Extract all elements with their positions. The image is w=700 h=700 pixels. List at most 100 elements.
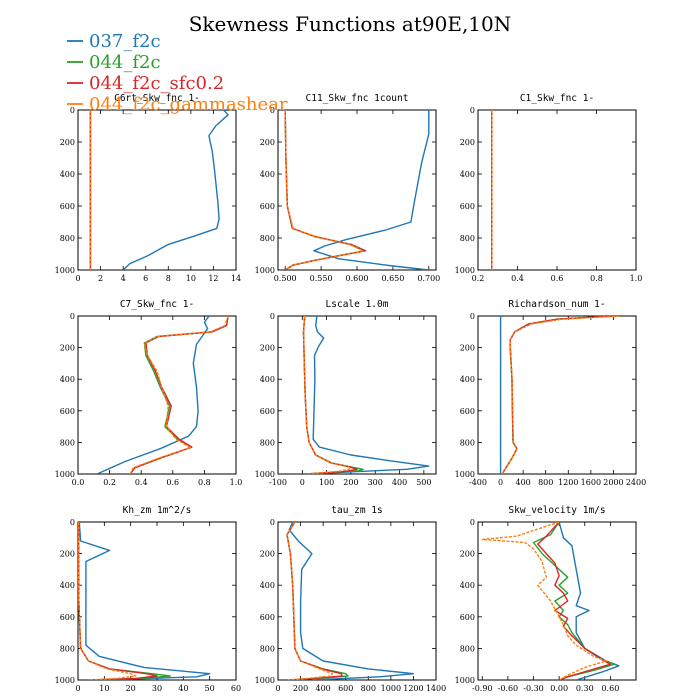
series-line-044_f2c_sfc0.2 [501,316,614,474]
series-line-037_f2c [122,110,229,270]
y-tick-label: 600 [460,613,475,622]
x-tick-label: 10 [99,684,109,693]
x-tick-label: 0 [275,684,280,693]
x-tick-label: 0 [75,274,80,283]
x-tick-label: 200 [293,684,308,693]
x-tick-label: 0.6 [166,478,179,487]
y-tick-label: 400 [260,375,275,384]
plot-frame [277,521,437,681]
y-tick-label: 200 [60,550,75,559]
panel-6: Richardson_num 1- 0 200 400 600 800 1000-400 0 4… [455,299,647,487]
y-tick-label: 600 [260,202,275,211]
y-tick-label: 800 [460,644,475,653]
legend-item: 037_f2c [67,31,161,52]
y-tick-label: 800 [60,438,75,447]
y-tick-label: 600 [460,407,475,416]
x-tick-label: 0.2 [103,478,116,487]
legend-item: 044_f2c_sfc0.2 [67,73,224,94]
series-line-044_f2c [286,522,349,680]
x-tick-label: 800 [361,684,376,693]
x-tick-label: 100 [319,478,334,487]
series-line-044_f2c_gammashear [286,522,333,680]
x-tick-label: 10 [186,274,196,283]
x-tick-label: 1600 [581,478,601,487]
legend-label: 037_f2c [89,31,161,52]
y-tick-label: 1000 [455,676,475,685]
series-line-044_f2c_gammashear [302,316,352,474]
x-tick-label: -0.90 [472,684,493,693]
y-tick-label: 0 [70,312,75,321]
y-tick-label: 600 [260,407,275,416]
y-tick-label: 400 [460,581,475,590]
plot-frame [477,315,637,475]
y-tick-label: 800 [60,644,75,653]
panel-title: Kh_zm 1m^2/s [123,505,192,516]
panel-9: Skw_velocity 1m/s02004006008001000-0.90-… [455,505,637,693]
y-tick-label: 200 [260,550,275,559]
x-tick-label: 0.700 [417,274,440,283]
x-tick-label: 0.650 [381,274,404,283]
x-tick-label: 0.30 [576,684,594,693]
x-tick-label: 0 [300,478,305,487]
y-tick-label: 0 [470,106,475,115]
y-tick-label: 800 [260,438,275,447]
y-tick-label: 1000 [455,266,475,275]
y-tick-label: 1000 [55,676,75,685]
x-tick-label: 0 [498,478,503,487]
y-tick-label: 0 [270,518,275,527]
y-tick-label: 200 [460,138,475,147]
y-tick-label: 800 [460,234,475,243]
series-line-044_f2c [501,316,614,474]
series-line-044_f2c_gammashear [129,316,229,474]
series-line-044_f2c_sfc0.2 [537,522,612,680]
y-tick-label: 800 [460,438,475,447]
series-line-044_f2c_gammashear [78,522,137,680]
series-line-044_f2c_sfc0.2 [284,110,367,270]
y-tick-label: 0 [270,106,275,115]
legend-label: 044_f2c_sfc0.2 [89,73,224,94]
series-line-037_f2c [313,110,430,270]
series-line-044_f2c_gammashear [501,316,620,474]
y-tick-label: 600 [60,407,75,416]
legend-item: 044_f2c_gammashear [67,94,288,115]
y-tick-label: 800 [260,234,275,243]
x-tick-label: 300 [368,478,383,487]
x-tick-label: 0.60 [601,684,619,693]
panel-5: Lscale 1.0m 0 200 400 600 800 1000-100 0 100 200 3… [255,299,437,487]
y-tick-label: 1000 [55,470,75,479]
panel-title: C11_Skw_fnc 1count [306,93,409,104]
series-line-044_f2c [129,316,229,474]
plot-frame [77,109,237,271]
x-tick-label: 1000 [381,684,401,693]
x-tick-label: 1400 [426,684,446,693]
y-tick-label: 400 [60,375,75,384]
plot-frame [277,109,437,271]
x-tick-label: 0.4 [511,274,524,283]
series-line-037_f2c [78,522,211,680]
y-tick-label: 400 [460,375,475,384]
y-tick-label: 1000 [255,470,275,479]
x-tick-label: 40 [178,684,188,693]
panel-2: C11_Skw_fnc 1count 0 200 400 600 800 10000.500… [255,93,441,283]
plot-frame [277,315,437,475]
plot-frame [477,109,637,271]
x-tick-label: -100 [269,478,287,487]
x-tick-label: 1200 [403,684,423,693]
series-line-044_f2c [78,522,171,680]
legend-label: 044_f2c_gammashear [89,94,288,115]
y-tick-label: 800 [260,644,275,653]
x-tick-label: 200 [343,478,358,487]
x-tick-label: 0.550 [310,274,333,283]
plot-frame [77,315,237,475]
x-tick-label: -0.30 [523,684,544,693]
y-tick-label: 200 [460,344,475,353]
y-tick-label: 1000 [255,676,275,685]
x-tick-label: 0.2 [472,274,485,283]
y-tick-label: 1000 [255,266,275,275]
legend-label: 044_f2c [89,52,161,73]
x-tick-label: -0.60 [498,684,519,693]
